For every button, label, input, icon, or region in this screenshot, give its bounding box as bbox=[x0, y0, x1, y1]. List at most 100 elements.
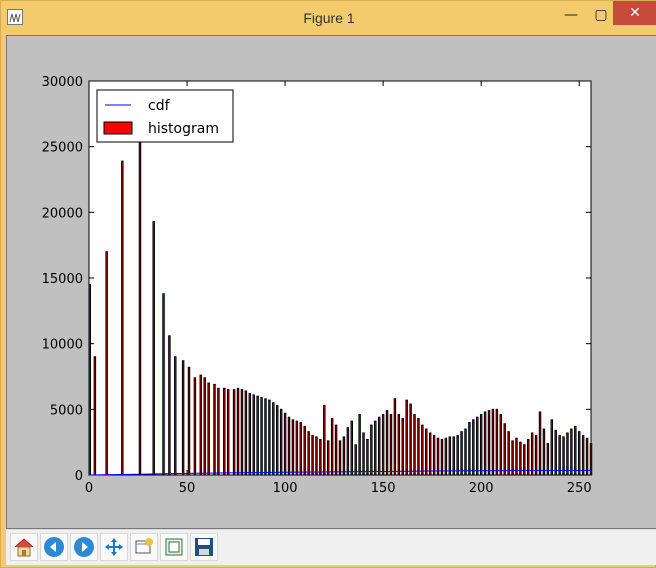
histogram-bar bbox=[291, 419, 295, 476]
histogram-bar bbox=[374, 420, 377, 476]
home-icon bbox=[14, 538, 34, 557]
y-tick-label: 20000 bbox=[42, 206, 83, 221]
histogram-bar bbox=[187, 366, 191, 476]
home-button[interactable] bbox=[10, 533, 38, 561]
histogram-bar bbox=[436, 437, 440, 476]
histogram-bar bbox=[421, 424, 424, 476]
histogram-bar bbox=[530, 432, 534, 476]
histogram-bar bbox=[558, 435, 561, 476]
histogram-bar bbox=[491, 408, 495, 476]
histogram-bar bbox=[181, 360, 185, 476]
histogram-bar bbox=[299, 421, 303, 476]
histogram-bar bbox=[503, 423, 506, 476]
histogram-bar bbox=[276, 404, 279, 476]
histogram-bar bbox=[511, 440, 514, 476]
plot-area bbox=[88, 80, 592, 476]
histogram-bar bbox=[168, 335, 171, 476]
histogram-bar bbox=[393, 398, 397, 476]
histogram-bar bbox=[307, 431, 310, 476]
x-tick-label: 50 bbox=[179, 481, 196, 496]
zoom-rect-icon bbox=[135, 538, 153, 554]
histogram-bar bbox=[409, 403, 412, 476]
cdf-line bbox=[88, 469, 592, 476]
histogram-bar bbox=[330, 418, 334, 476]
zoom-button[interactable] bbox=[130, 533, 158, 561]
histogram-bar bbox=[256, 395, 259, 476]
forward-button[interactable] bbox=[70, 533, 98, 561]
back-arrow-icon bbox=[44, 537, 64, 557]
histogram-bar bbox=[566, 432, 569, 476]
histogram-bar bbox=[162, 293, 165, 476]
histogram-bar bbox=[213, 383, 216, 476]
histogram-bar bbox=[268, 399, 271, 476]
histogram-bar bbox=[479, 414, 483, 476]
configure-subplots-button[interactable] bbox=[160, 533, 188, 561]
histogram-bar bbox=[495, 408, 499, 476]
histogram-bar bbox=[174, 356, 177, 476]
y-tick-label: 15000 bbox=[42, 272, 83, 287]
histogram-bar bbox=[315, 436, 318, 476]
histogram-bar bbox=[105, 251, 108, 476]
app-icon bbox=[7, 9, 23, 25]
figure-canvas: 0 5000 10000 15000 20000 25000 30000 0 50 100 150… bbox=[6, 35, 656, 529]
histogram-bar bbox=[577, 431, 581, 476]
x-tick-label: 200 bbox=[469, 481, 494, 496]
histogram-bar bbox=[264, 398, 267, 476]
histogram-bar bbox=[358, 414, 361, 476]
histogram-bar bbox=[252, 394, 255, 476]
histogram-bar bbox=[303, 425, 306, 476]
histogram-bar bbox=[240, 389, 244, 476]
maximize-button[interactable]: ▢ bbox=[594, 7, 608, 23]
histogram-bar bbox=[338, 440, 342, 476]
histogram-bar bbox=[199, 374, 203, 476]
chart-svg: 0 5000 10000 15000 20000 25000 30000 0 50 100 150… bbox=[42, 75, 593, 496]
back-button[interactable] bbox=[40, 533, 68, 561]
histogram-bar bbox=[223, 387, 226, 476]
configure-icon bbox=[165, 538, 183, 556]
histogram-bar bbox=[472, 419, 475, 476]
histogram-bar bbox=[323, 404, 326, 476]
close-button[interactable]: ✕ bbox=[613, 1, 656, 25]
histogram-bar bbox=[519, 441, 522, 476]
histogram-bar bbox=[499, 414, 503, 476]
title-bar[interactable]: Figure 1 — ▢ ✕ bbox=[1, 1, 656, 35]
y-tick-label: 10000 bbox=[42, 338, 83, 353]
histogram-bar bbox=[362, 432, 365, 476]
histogram-bar bbox=[138, 130, 142, 476]
histogram-bar bbox=[507, 431, 510, 476]
histogram-bar bbox=[319, 439, 322, 476]
legend: cdf histogram bbox=[96, 89, 234, 143]
histogram-bar bbox=[468, 421, 471, 476]
histogram-bar bbox=[483, 411, 487, 476]
pan-button[interactable] bbox=[100, 533, 128, 561]
histogram-bar bbox=[283, 412, 287, 476]
histogram-bar bbox=[476, 416, 479, 476]
histogram-bar bbox=[260, 397, 263, 476]
histogram-bar bbox=[226, 389, 230, 476]
save-button[interactable] bbox=[190, 533, 218, 561]
x-tick-label: 150 bbox=[371, 481, 396, 496]
histogram-bar bbox=[581, 435, 585, 476]
histogram-bar bbox=[217, 387, 220, 476]
histogram-bar bbox=[527, 439, 530, 476]
histogram-bar bbox=[550, 419, 554, 476]
histogram-bar bbox=[428, 432, 432, 476]
minimize-button[interactable]: — bbox=[564, 7, 578, 23]
histogram-bar bbox=[585, 437, 589, 476]
histogram-bar bbox=[401, 418, 404, 476]
histogram-bar bbox=[456, 435, 459, 476]
histogram-bar bbox=[207, 382, 210, 476]
histogram-bar bbox=[152, 221, 155, 476]
histogram-bar bbox=[444, 437, 448, 476]
histogram-bar bbox=[570, 428, 573, 476]
histogram-bar bbox=[562, 436, 565, 476]
histogram-bar bbox=[346, 427, 350, 476]
x-tick-label: 250 bbox=[567, 481, 592, 496]
y-tick-label: 25000 bbox=[42, 141, 83, 156]
y-tick-label: 30000 bbox=[42, 75, 83, 90]
histogram-bar bbox=[366, 439, 369, 476]
window-title: Figure 1 bbox=[303, 10, 355, 26]
legend-label-histogram: histogram bbox=[148, 121, 219, 137]
histogram-bar bbox=[248, 393, 252, 476]
